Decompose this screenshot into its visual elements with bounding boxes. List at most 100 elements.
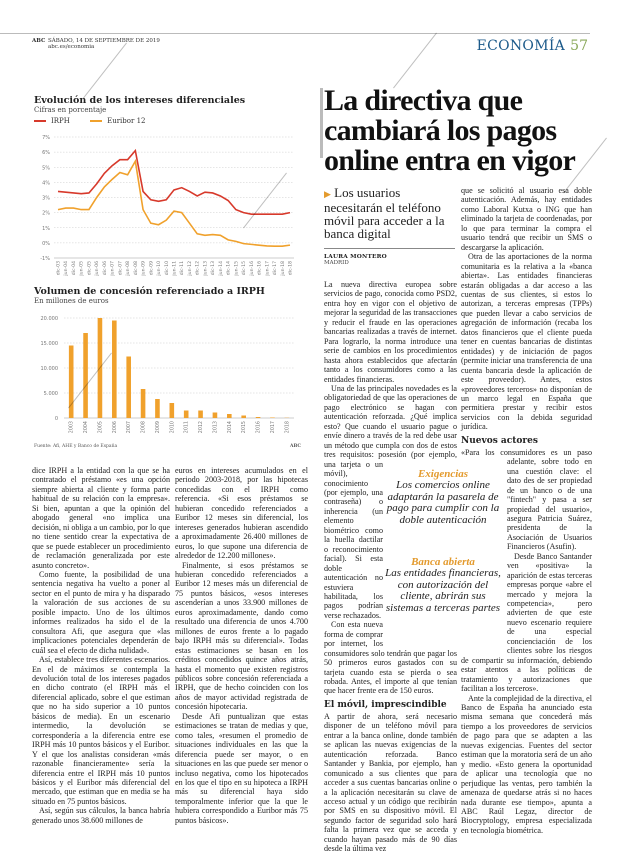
x-tick-label: 2013 (212, 421, 218, 433)
deck: ▶ Los usuarios necesitarán el teléfono m… (324, 186, 458, 240)
x-tick-label: dic-14 (226, 261, 232, 275)
x-tick-label: 2007 (126, 421, 132, 433)
chart-2-header: Volumen de concesión referenciado a IRPH… (34, 286, 265, 305)
prev-article-col-1: dice IRPH a la entidad con la que se ha … (32, 466, 170, 825)
y-tick-label: 15.000 (41, 341, 59, 347)
bar-2008 (141, 389, 146, 418)
chart-1-header: Evolución de los intereses diferenciales… (34, 95, 245, 125)
y-tick-label: 5.000 (44, 391, 58, 397)
x-tick-label: 2005 (97, 421, 103, 433)
x-tick-label: 2018 (284, 421, 290, 433)
header-rule (0, 33, 590, 34)
x-tick-label: jun-11 (172, 261, 178, 277)
watermark-logo (393, 33, 437, 89)
x-tick-label: jun-08 (125, 261, 131, 277)
section-name: ECONOMÍA (477, 38, 566, 54)
x-tick-label: 2016 (256, 421, 262, 433)
byline-rule (324, 248, 455, 249)
x-tick-label: jun-10 (156, 261, 162, 277)
paragraph: Así, establece tres diferentes escenario… (32, 655, 170, 806)
x-tick-label: dic-16 (257, 261, 263, 275)
y-tick-label: 0 (55, 416, 58, 422)
x-tick-label: jun-05 (79, 261, 85, 277)
x-tick-label: dic-12 (195, 261, 201, 275)
x-tick-label: dic-07 (117, 261, 123, 275)
chart-2-subtitle: En millones de euros (34, 297, 265, 305)
paragraph: Así, según sus cálculos, la banca habría… (32, 806, 170, 825)
bar-2007 (126, 357, 131, 419)
x-tick-label: 2006 (112, 421, 118, 433)
x-tick-label: jun-16 (249, 261, 255, 277)
x-tick-label: dic-10 (164, 261, 170, 275)
y-tick-label: 1% (42, 226, 50, 232)
x-tick-label: 2011 (184, 421, 190, 433)
x-tick-label: dic-04 (71, 261, 77, 275)
x-tick-label: jun-09 (141, 261, 147, 277)
x-tick-label: jun-14 (218, 261, 224, 277)
y-tick-label: 3% (42, 196, 50, 202)
x-tick-label: jun-13 (202, 261, 208, 277)
x-tick-label: jun-06 (94, 261, 100, 277)
chart-1-legend: IRPH Euribor 12 (34, 117, 245, 125)
x-tick-label: dic-18 (288, 261, 294, 275)
x-tick-label: jun-18 (280, 261, 286, 277)
page-number: 57 (570, 38, 588, 54)
chart-1-title: Evolución de los intereses diferenciales (34, 95, 245, 106)
bar-2016 (256, 417, 261, 418)
y-tick-label: 20.000 (41, 316, 59, 322)
dateline: MADRID (324, 260, 387, 266)
y-tick-label: 0% (42, 241, 50, 247)
x-tick-label: dic-06 (102, 261, 108, 275)
bar-2010 (170, 403, 175, 418)
paragraph: Desde Afi puntualizan que estas estimaci… (175, 712, 308, 825)
series-line-euribor-12 (58, 161, 290, 246)
legend-irph-label: IRPH (51, 117, 70, 125)
pullquote-text: Los comercios online adaptarán la pasare… (385, 480, 501, 526)
bar-2004 (83, 333, 88, 418)
paragraph: dice IRPH a la entidad con la que se ha … (32, 466, 170, 570)
bar-2015 (241, 416, 246, 419)
x-tick-label: 2004 (83, 421, 89, 433)
bar-2011 (184, 411, 189, 419)
paragraph: La nueva directiva europea sobre servici… (324, 280, 457, 384)
x-tick-label: dic-03 (56, 261, 62, 275)
y-tick-label: 2% (42, 211, 50, 217)
paragraph: Como fuente, la posibilidad de una sente… (32, 570, 170, 655)
x-tick-label: dic-13 (210, 261, 216, 275)
chart-credit: ABC (290, 444, 301, 449)
bar-2005 (98, 318, 103, 418)
x-tick-label: 2008 (141, 421, 147, 433)
paragraph: Ante la complejidad de la directiva, el … (461, 694, 592, 836)
x-tick-label: 2012 (198, 421, 204, 433)
legend-euribor: Euribor 12 (90, 117, 145, 125)
x-tick-label: 2003 (69, 421, 75, 433)
x-tick-label: 2010 (169, 421, 175, 433)
chart-1-subtitle: Cifras en porcentaje (34, 106, 245, 114)
y-tick-label: 4% (42, 180, 50, 186)
paragraph: A partir de ahora, será necesario dispon… (324, 712, 457, 854)
subhead: Nuevos actores (461, 435, 592, 447)
triangle-bullet-icon: ▶ (324, 189, 331, 199)
x-tick-label: jun-07 (110, 261, 116, 277)
y-tick-label: 6% (42, 150, 50, 156)
bar-2006 (112, 321, 117, 419)
paragraph: Otra de las aportaciones de la norma com… (461, 252, 592, 432)
x-tick-label: dic-17 (272, 261, 278, 275)
x-tick-label: dic-05 (86, 261, 92, 275)
x-tick-label: 2014 (227, 421, 233, 433)
x-tick-label: dic-08 (133, 261, 139, 275)
y-tick-label: 10.000 (41, 366, 59, 372)
headline-bar (320, 88, 323, 158)
chart-2-title: Volumen de concesión referenciado a IRPH (34, 286, 265, 297)
headline: La directiva que cambiará los pagos onli… (324, 86, 616, 176)
pullquote-exigencias: Exigencias Los comercios online adaptará… (385, 468, 501, 526)
x-tick-label: 2009 (155, 421, 161, 433)
section-label: ECONOMÍA 57 (477, 35, 588, 54)
x-tick-label: 2015 (241, 421, 247, 433)
y-tick-label: -1% (40, 256, 50, 262)
bar-2003 (69, 346, 74, 419)
paragraph: euros en intereses acumulados en el peri… (175, 466, 308, 561)
legend-irph: IRPH (34, 117, 70, 125)
x-tick-label: dic-11 (179, 261, 185, 275)
